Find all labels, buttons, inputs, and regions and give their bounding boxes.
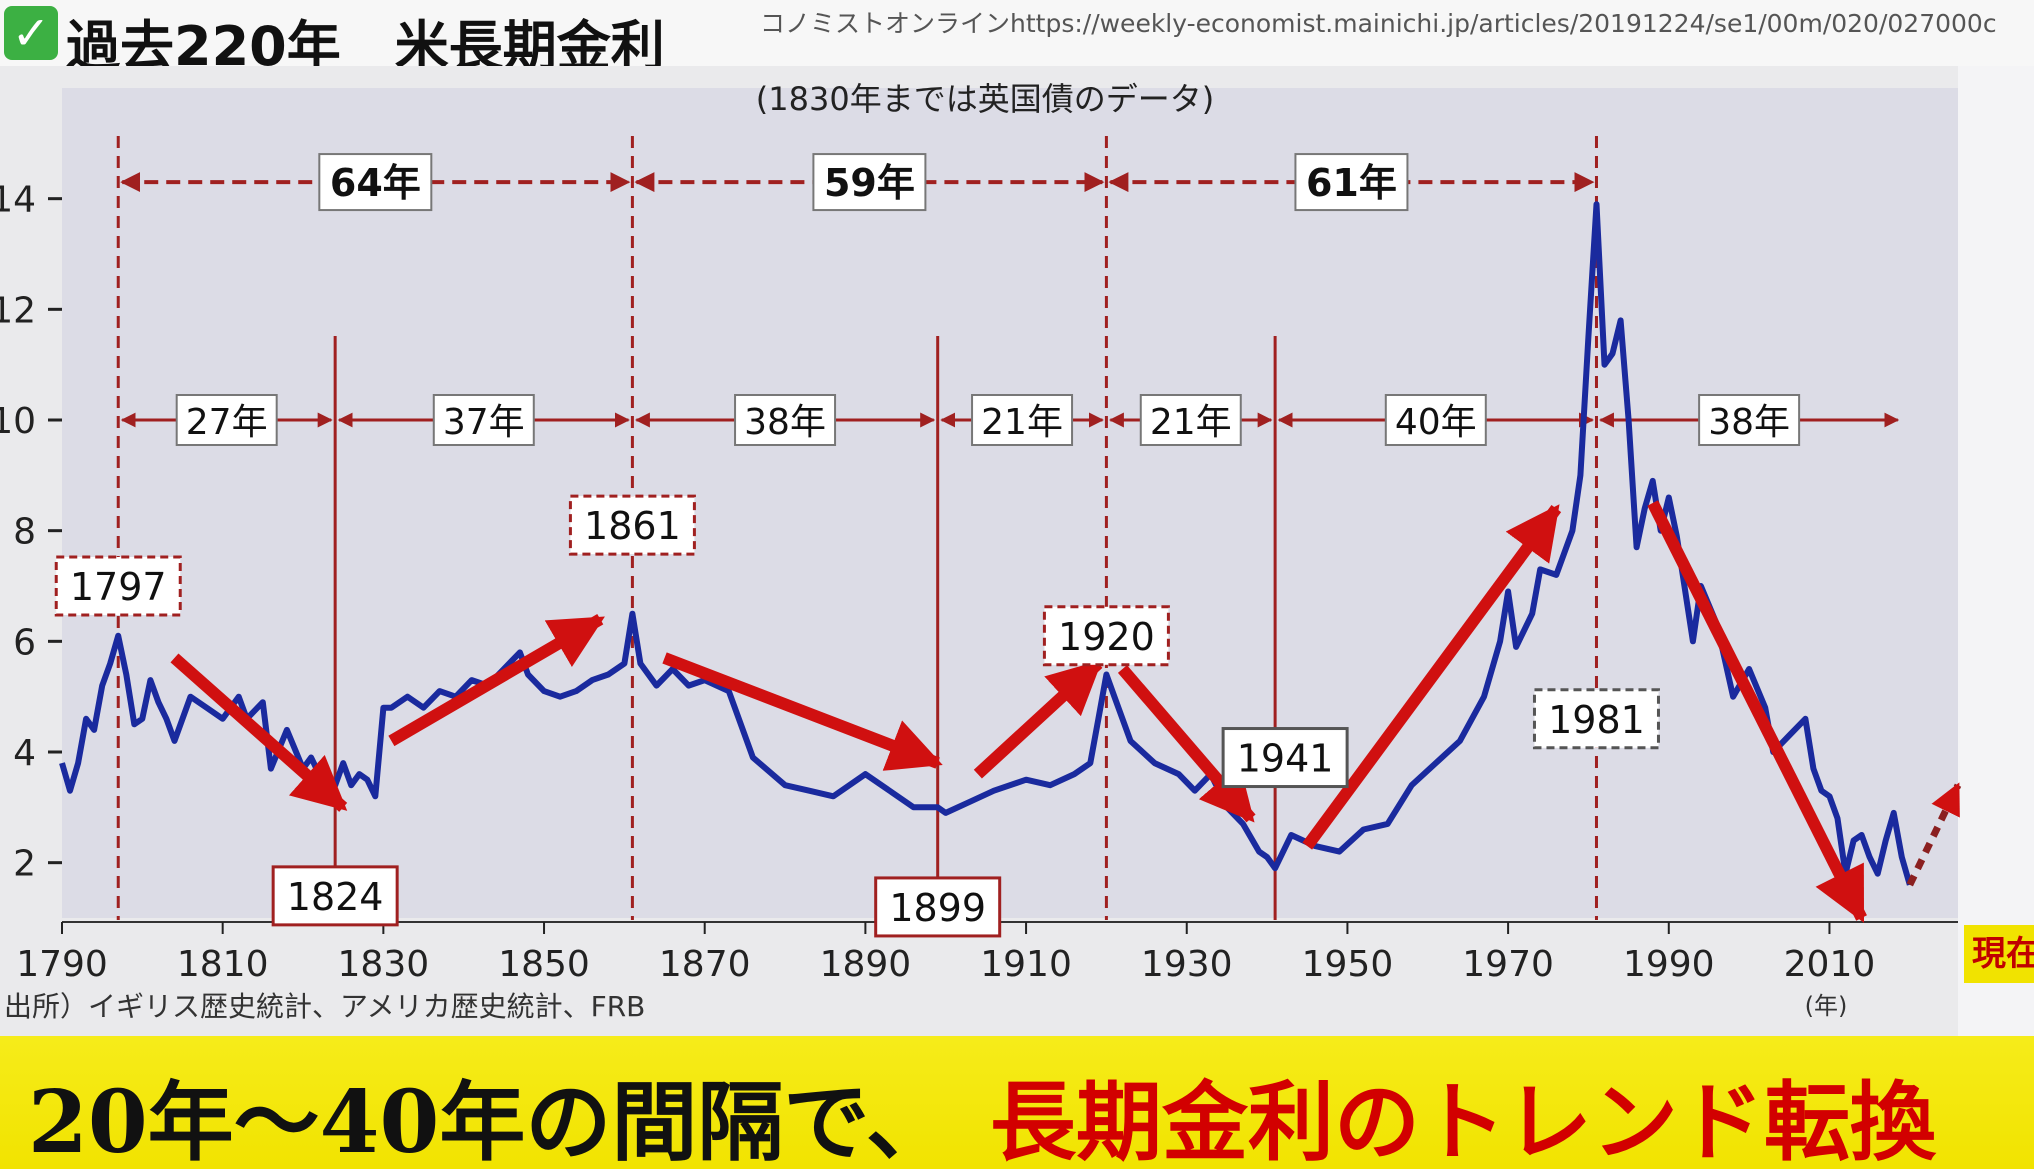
- period-label: 40年: [1395, 402, 1477, 443]
- year-label: 1941: [1237, 737, 1334, 781]
- x-tick-label: 1830: [338, 944, 430, 985]
- plot-area: [62, 88, 1958, 918]
- trend-arrow-down: [170, 653, 348, 812]
- y-tick-label: 10: [0, 401, 36, 442]
- year-label: 1920: [1058, 615, 1155, 659]
- chart-source: 出所）イギリス歴史統計、アメリカ歴史統計、FRB: [4, 990, 645, 1023]
- year-label: 1899: [889, 886, 986, 930]
- trend-arrow-up: [1302, 504, 1562, 850]
- projection-arrow: [1906, 782, 1962, 887]
- year-label: 1797: [70, 565, 167, 609]
- period-box: [812, 153, 927, 212]
- period-box: [734, 394, 837, 446]
- period-box: [1698, 394, 1801, 446]
- period-label: 38年: [744, 402, 826, 443]
- period-label: 59年: [824, 161, 915, 205]
- year-label-box: [1221, 727, 1349, 789]
- x-tick-label: 1970: [1462, 944, 1554, 985]
- caption-banner: 20年～40年の間隔で、 長期金利のトレンド転換: [0, 1036, 2034, 1169]
- trend-arrow-up: [973, 659, 1103, 779]
- chart-note: (1830年までは英国債のデータ): [756, 80, 1214, 118]
- trend-arrow-down: [1117, 665, 1256, 823]
- period-label: 21年: [981, 402, 1063, 443]
- x-tick-label: 1870: [659, 944, 751, 985]
- y-tick-label: 4: [13, 733, 36, 774]
- x-tick-label: 1990: [1623, 944, 1715, 985]
- y-tick-label: 2: [13, 844, 36, 885]
- period-box: [971, 394, 1074, 446]
- year-label-box: [1532, 688, 1660, 750]
- header: ✓ 過去220年 米長期金利 コノミストオンラインhttps://weekly-…: [0, 0, 2034, 88]
- period-box: [1294, 153, 1409, 212]
- now-label: 現在: [1964, 925, 2034, 983]
- interest-rate-chart: 2 4 6 8 10 12 14 1790 1810 1830 1850 1870 1890 1910 1…: [0, 66, 2034, 1036]
- period-label: 64年: [330, 161, 421, 205]
- y-tick-label: 12: [0, 290, 36, 331]
- period-label: 61年: [1306, 161, 1397, 205]
- year-label: 1824: [287, 875, 384, 919]
- x-tick-label: 1910: [980, 944, 1072, 985]
- x-tick-label: 1790: [16, 944, 108, 985]
- period-label: 37年: [443, 402, 525, 443]
- year-label-box: [568, 494, 696, 556]
- year-label-box: [874, 876, 1002, 938]
- period-box: [432, 394, 535, 446]
- year-label: 1861: [584, 504, 681, 548]
- year-label-box: [1042, 605, 1170, 667]
- caption-text: 20年～40年の間隔で、: [28, 1072, 952, 1169]
- y-tick-label: 8: [13, 512, 36, 553]
- period-label: 38年: [1708, 402, 1790, 443]
- right-margin: [1958, 66, 2034, 1036]
- caption-highlight: 長期金利のトレンド転換: [990, 1072, 1936, 1169]
- rate-line: [59, 201, 1913, 886]
- x-tick-label: 1890: [820, 944, 912, 985]
- y-tick-label: 6: [13, 622, 36, 663]
- period-label: 21年: [1150, 402, 1232, 443]
- x-tick-label: 2010: [1784, 944, 1876, 985]
- x-tick-label: 1930: [1141, 944, 1233, 985]
- x-tick-label: 1810: [177, 944, 269, 985]
- period-box: [1139, 394, 1242, 446]
- y-tick-label: 14: [0, 180, 36, 221]
- year-label-box: [271, 865, 399, 927]
- trend-arrow-down: [1647, 500, 1867, 923]
- trend-arrow-up: [388, 614, 605, 747]
- year-label-box: [54, 555, 182, 617]
- period-box: [318, 153, 433, 212]
- period-box: [175, 394, 278, 446]
- source-url: コノミストオンラインhttps://weekly-economist.maini…: [760, 9, 1997, 38]
- period-label: 27年: [186, 402, 268, 443]
- year-label: 1981: [1548, 698, 1645, 742]
- trend-arrow-down: [662, 652, 943, 771]
- period-box: [1384, 394, 1487, 446]
- x-tick-label: 1950: [1302, 944, 1394, 985]
- x-axis-unit: (年): [1805, 992, 1848, 1020]
- check-mark-icon: ✓: [4, 6, 58, 60]
- x-tick-label: 1850: [498, 944, 590, 985]
